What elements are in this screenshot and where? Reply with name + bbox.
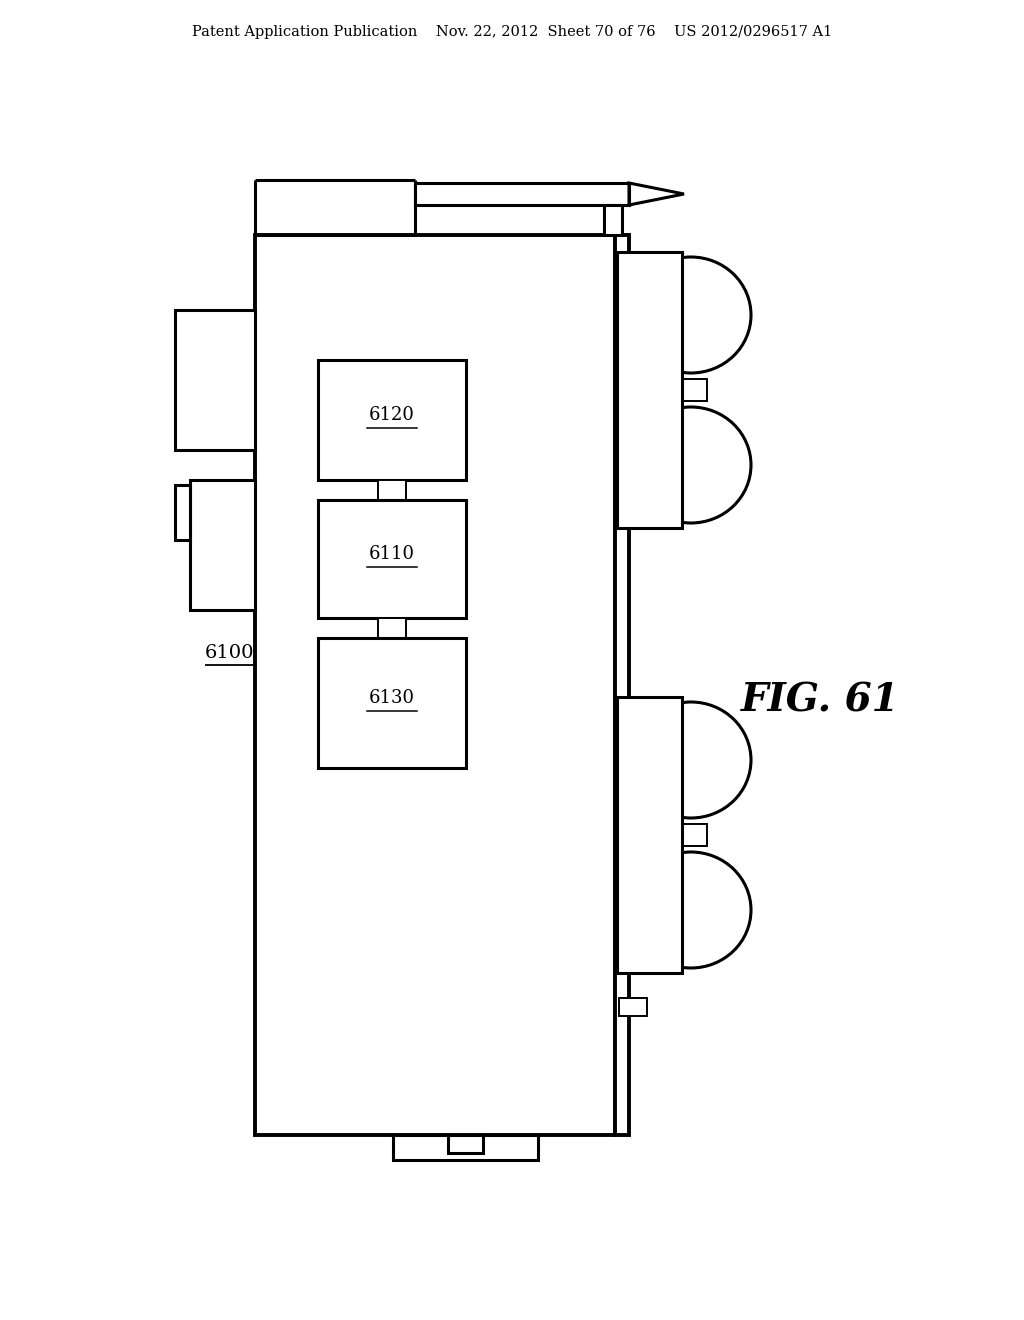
Bar [604,205,622,235]
Bar [378,618,406,638]
Bar [615,235,629,1135]
Bar [190,480,255,610]
Text: Patent Application Publication    Nov. 22, 2012  Sheet 70 of 76    US 2012/02965: Patent Application Publication Nov. 22, … [191,25,833,40]
Text: 6120: 6120 [369,407,415,424]
Bar [617,697,682,973]
Ellipse shape [631,407,751,523]
Bar [175,484,190,540]
Text: 6130: 6130 [369,689,415,708]
Bar [318,500,466,618]
Bar [378,480,406,500]
Bar [447,1135,482,1152]
Bar [675,379,707,401]
Text: 6100: 6100 [205,644,255,663]
Bar [618,998,647,1016]
Bar [617,252,682,528]
Bar [175,310,255,450]
Text: FIG. 61: FIG. 61 [740,681,899,719]
Text: 6110: 6110 [369,545,415,564]
Bar [318,638,466,768]
Ellipse shape [631,702,751,818]
Bar [675,824,707,846]
Bar [392,1135,538,1160]
Ellipse shape [631,851,751,968]
Bar [318,360,466,480]
Bar [415,183,629,205]
Ellipse shape [631,257,751,374]
Bar [255,235,615,1135]
